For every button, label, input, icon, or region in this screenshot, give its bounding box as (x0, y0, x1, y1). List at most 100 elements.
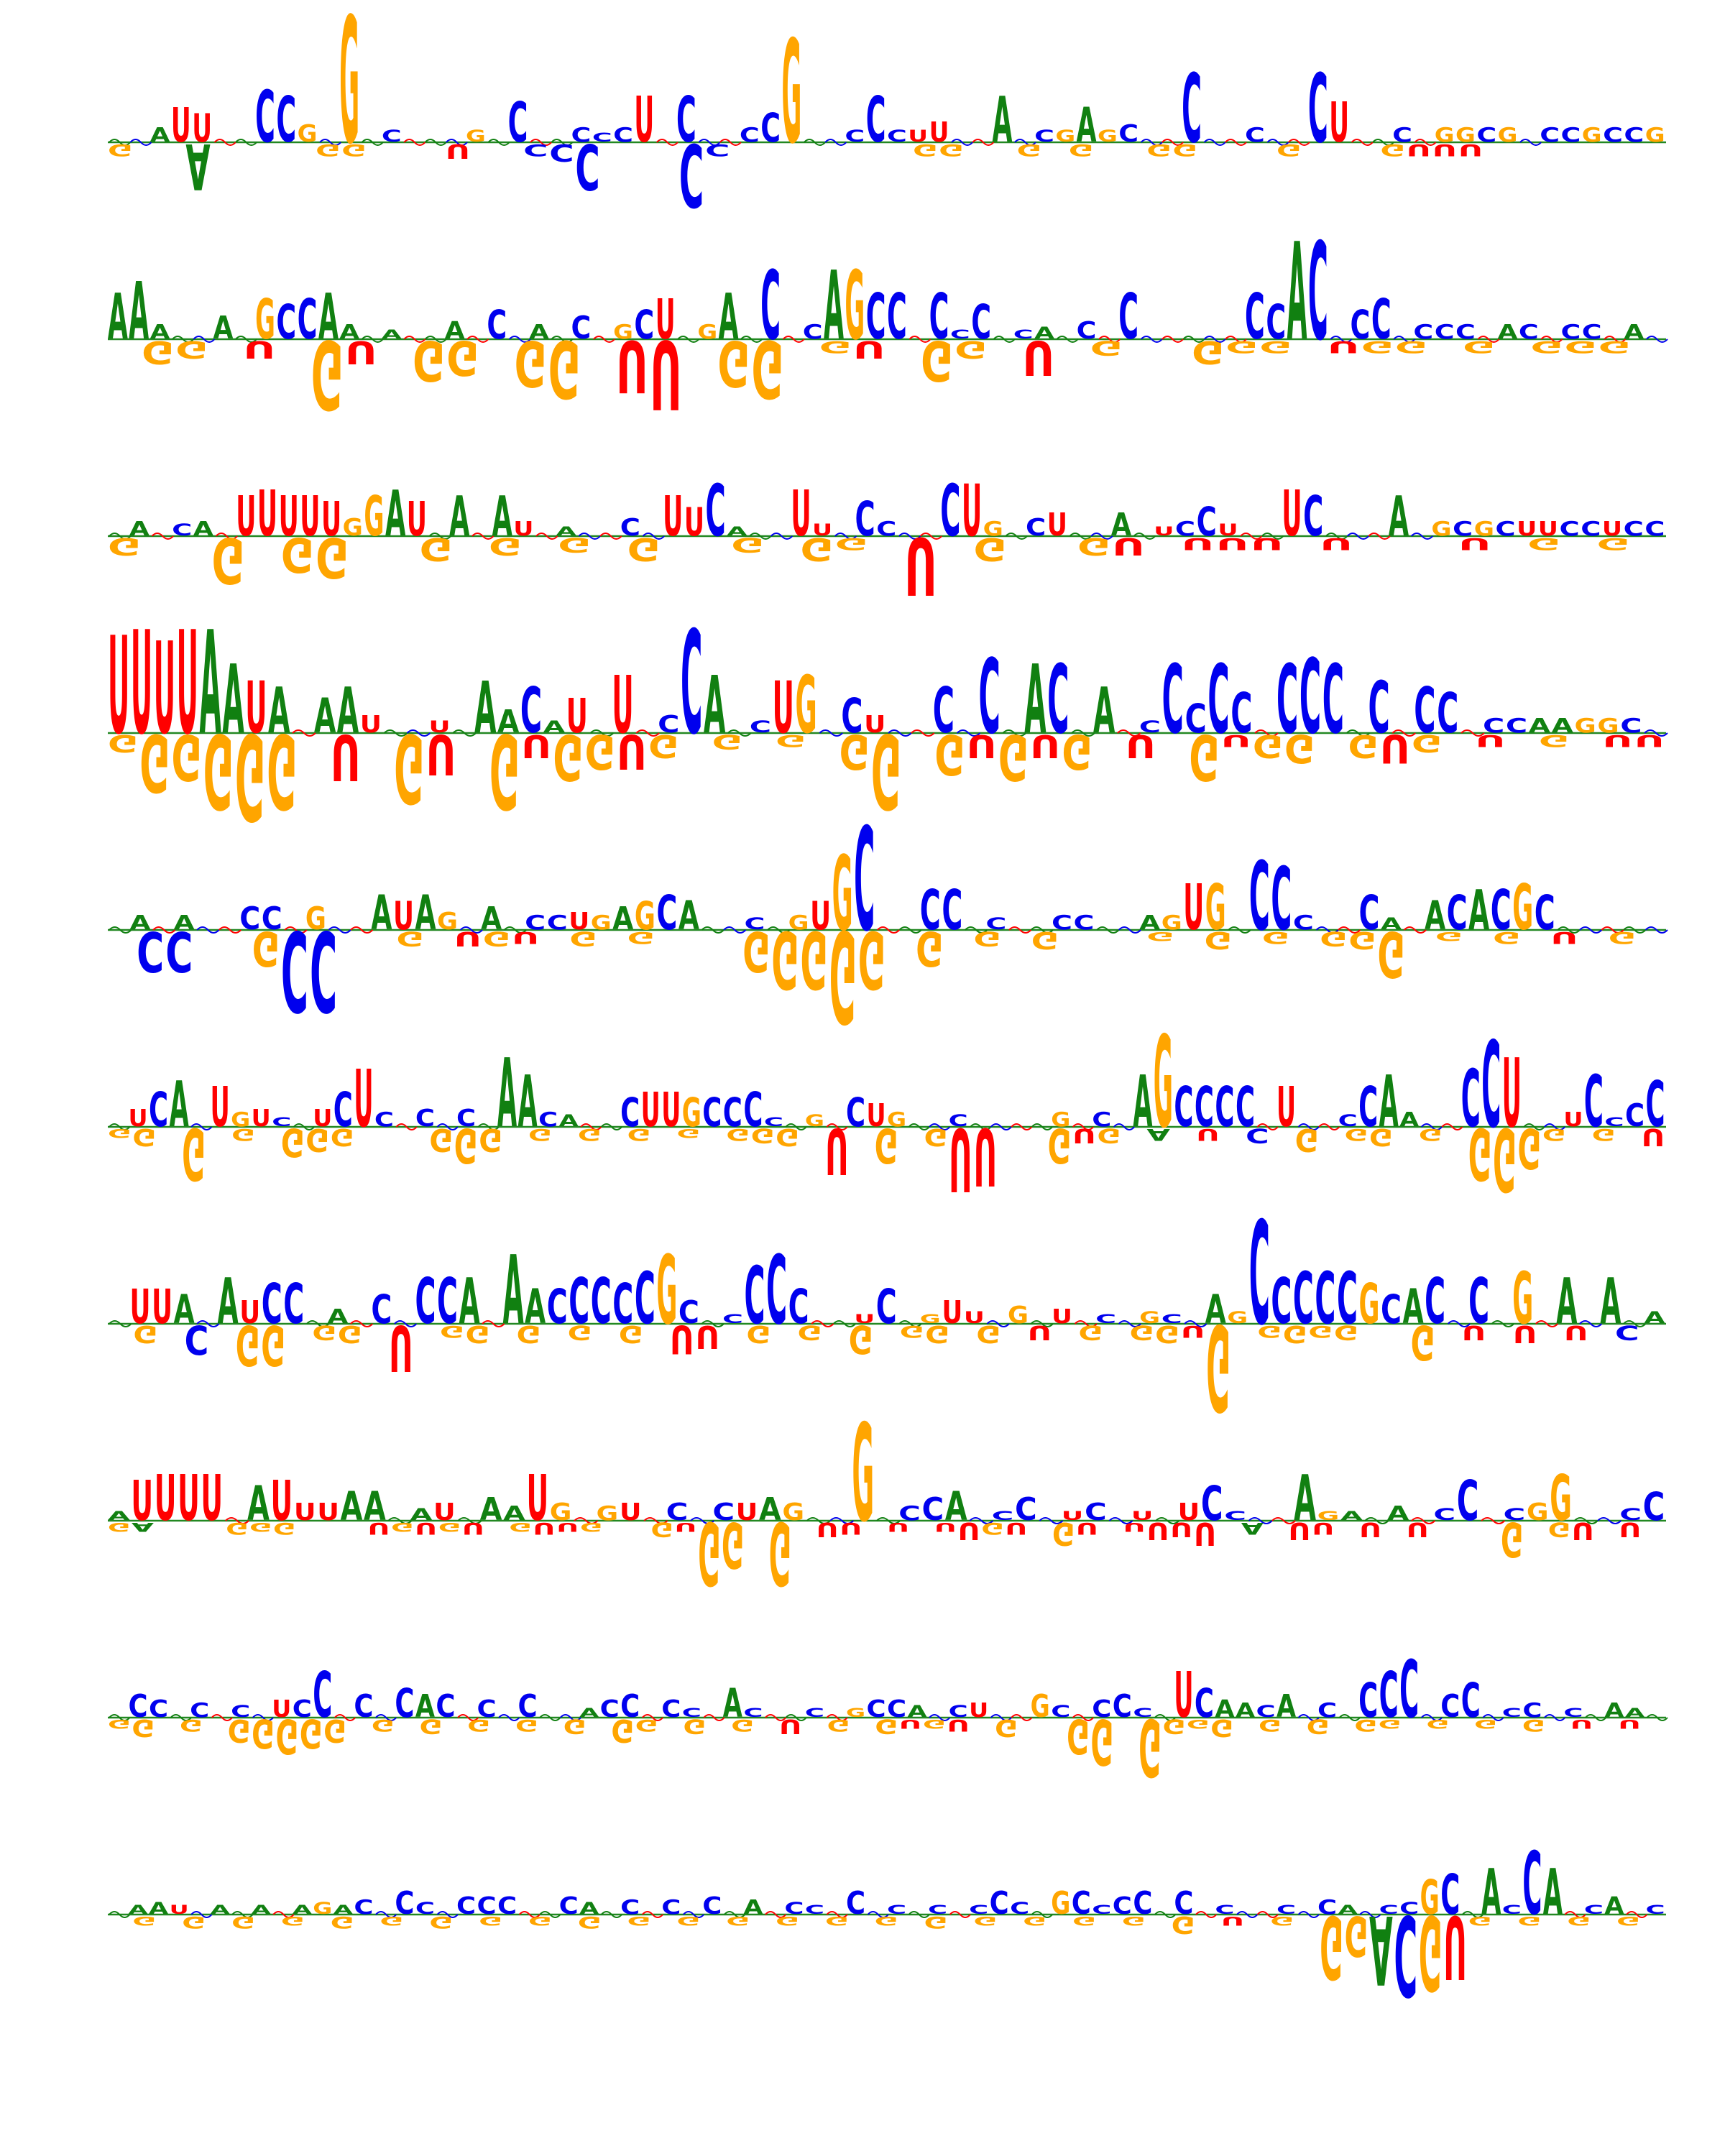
logo-letter-G-negative: G (267, 710, 297, 829)
logo-filler-mark (1325, 533, 1348, 540)
logo-letter-U-negative: U (1288, 1517, 1310, 1544)
logo-filler-mark (1098, 336, 1121, 343)
logo-letter-C: C (1619, 1506, 1642, 1524)
logo-letter-U: U (170, 1904, 189, 1917)
logo-filler-mark (806, 1517, 831, 1524)
logo-letter-C: C (949, 1703, 968, 1721)
logo-letter-U-negative: U (973, 1110, 997, 1201)
logo-letter-G: G (1154, 1009, 1173, 1156)
logo-letter-G-negative: G (776, 1914, 799, 1927)
logo-letter-C: C (1174, 1076, 1193, 1140)
logo-letter-C: C (1197, 499, 1217, 545)
logo-letter-G: G (1498, 124, 1518, 147)
logo-filler-mark (1031, 1911, 1053, 1918)
logo-letter-G-negative: G (261, 1312, 285, 1377)
logo-letter-A: A (492, 485, 513, 549)
logo-letter-G: G (1597, 714, 1619, 737)
logo-letter-G-negative: G (1345, 1903, 1368, 1967)
logo-letter-G-negative: G (627, 929, 655, 947)
logo-letter-G-negative: G (569, 928, 597, 951)
logo-letter-C: C (231, 1703, 250, 1721)
logo-filler-mark (334, 1714, 356, 1721)
logo-filler-mark (1410, 533, 1434, 540)
logo-letter-U: U (773, 667, 794, 750)
logo-letter-G-negative: G (1023, 1914, 1046, 1927)
logo-filler-mark (898, 926, 922, 934)
logo-letter-G-negative: G (1518, 1115, 1542, 1179)
logo-letter-G-negative: G (182, 1913, 206, 1932)
logo-letter-U: U (969, 1700, 988, 1722)
logo-filler-mark (740, 336, 763, 343)
logo-filler-mark (770, 533, 794, 540)
logo-letter-C: C (855, 492, 875, 547)
logo-letter-C: C (1461, 1674, 1481, 1728)
logo-filler-mark (1140, 139, 1163, 146)
logo-letter-C: C (149, 1696, 168, 1723)
logo-letter-G-negative: G (924, 1913, 948, 1932)
logo-letter-G-negative: G (1609, 929, 1636, 947)
logo-letter-U-negative: U (674, 1520, 696, 1534)
logo-letter-C: C (1224, 1509, 1246, 1524)
logo-letter-C: C (1540, 123, 1560, 146)
logo-letter-C: C (1359, 885, 1380, 940)
logo-letter-U: U (929, 116, 949, 148)
logo-letter-G-negative: G (252, 1710, 275, 1756)
logo-letter-G-negative: G (231, 1913, 255, 1932)
logo-letter-G: G (1098, 127, 1118, 145)
logo-letter-C-negative: C (679, 124, 704, 225)
logo-filler-mark (1372, 139, 1394, 146)
logo-letter-C: C (866, 83, 886, 157)
logo-letter-G-negative: G (483, 928, 510, 951)
logo-letter-G-negative: G (1597, 535, 1630, 553)
logo-letter-U-negative: U (426, 722, 456, 786)
logo-letter-C: C (1604, 1115, 1624, 1129)
logo-letter-G-negative: G (311, 319, 344, 429)
logo-letter-C: C (1476, 123, 1496, 146)
logo-letter-U: U (612, 660, 633, 752)
logo-letter-C: C (1245, 280, 1265, 354)
logo-filler-mark (1585, 1714, 1607, 1721)
logo-letter-C-negative: C (523, 141, 548, 160)
logo-letter-A-negative: A (1369, 1894, 1393, 2004)
logo-letter-C: C (1271, 850, 1292, 951)
logo-letter-G-negative: G (236, 1312, 260, 1377)
logo-letter-U: U (736, 1498, 758, 1526)
logo-letter-G-negative: G (1493, 1107, 1517, 1208)
logo-letter-G-negative: G (489, 710, 520, 829)
logo-filler-mark (1248, 1517, 1273, 1524)
logo-letter-G-negative: G (1259, 338, 1292, 356)
logo-letter-A: A (314, 688, 336, 744)
logo-filler-mark (785, 1714, 807, 1721)
logo-letter-G: G (313, 1899, 332, 1918)
logo-letter-G-negative: G (1155, 1320, 1179, 1348)
logo-filler-mark (477, 1123, 500, 1130)
logo-letter-C: C (591, 1266, 612, 1339)
logo-letter-U-negative: U (1570, 1717, 1593, 1731)
logo-letter-G-negative: G (858, 913, 886, 1005)
logo-filler-mark (969, 1517, 994, 1524)
logo-letter-C: C (415, 1266, 436, 1339)
logo-letter-G-negative: G (558, 533, 591, 556)
logo-filler-mark (1071, 729, 1095, 737)
logo-letter-A: A (1215, 1695, 1235, 1723)
logo-letter-A: A (1425, 893, 1446, 939)
logo-letter-A: A (559, 1112, 579, 1130)
logo-letter-U: U (641, 1084, 661, 1138)
logo-filler-mark (1090, 533, 1113, 540)
logo-letter-U-negative: U (1618, 1717, 1641, 1731)
logo-letter-A: A (252, 1904, 272, 1917)
logo-filler-mark (600, 1911, 622, 1918)
logo-letter-C: C (841, 688, 862, 744)
logo-letter-C: C (788, 1279, 809, 1334)
logo-filler-mark (383, 729, 408, 737)
logo-letter-U-negative: U (825, 1113, 849, 1187)
logo-letter-G-negative: G (1017, 141, 1041, 160)
logo-letter-G-negative: G (281, 1914, 305, 1927)
logo-letter-G-negative: G (515, 326, 547, 399)
logo-letter-C: C (666, 1498, 689, 1525)
logo-letter-U: U (354, 1054, 373, 1146)
logo-letter-C: C (723, 1091, 742, 1136)
logo-letter-C: C (1481, 1017, 1501, 1155)
logo-letter-G-negative: G (913, 141, 937, 160)
